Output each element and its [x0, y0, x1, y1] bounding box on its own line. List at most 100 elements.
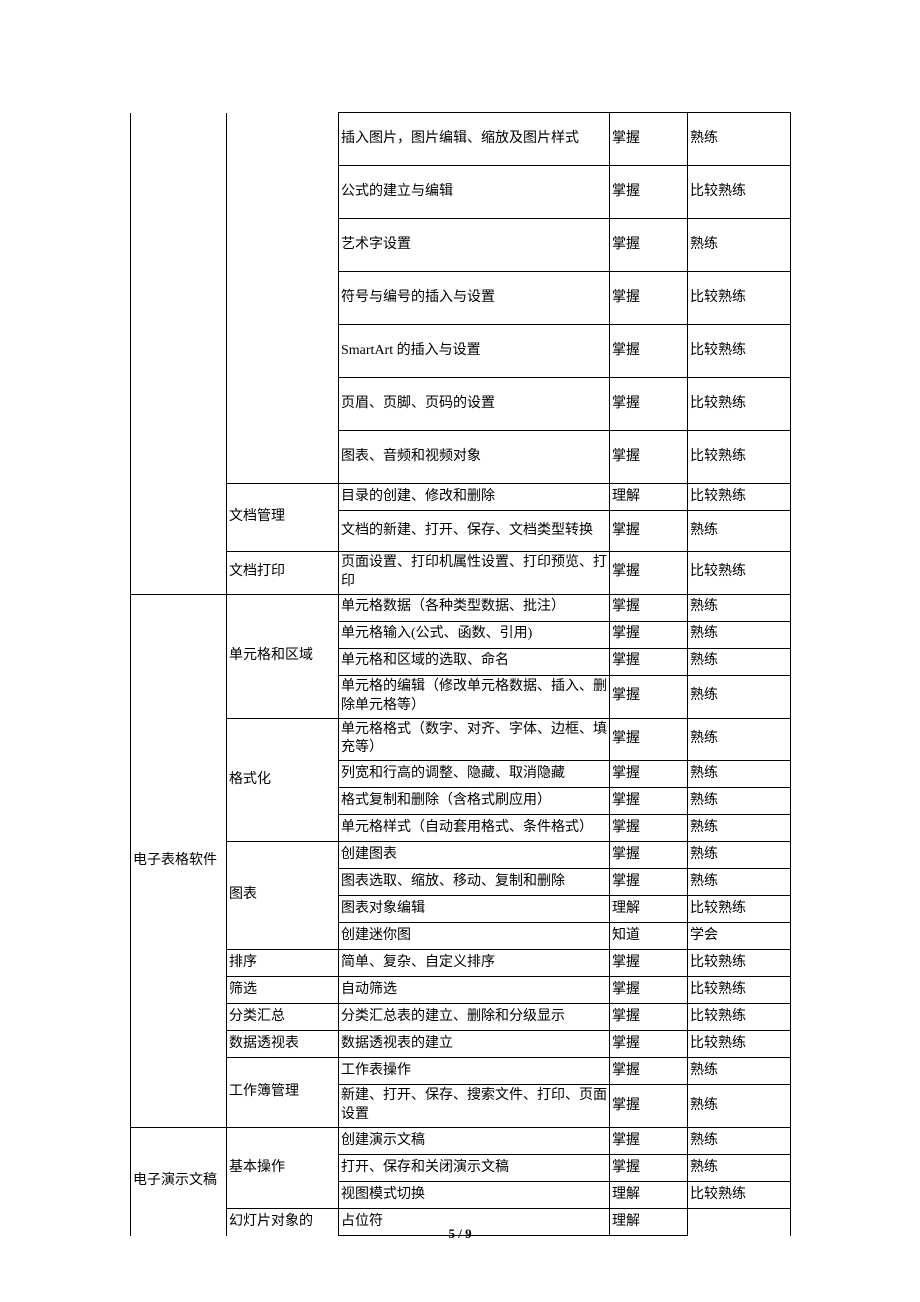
col-level: 熟练 — [688, 219, 791, 272]
col-content: 单元格格式（数字、对齐、字体、边框、填充等） — [339, 718, 610, 761]
col-level: 熟练 — [688, 1155, 791, 1182]
col-content: 简单、复杂、自定义排序 — [339, 950, 610, 977]
col-content: 新建、打开、保存、搜索文件、打印、页面设置 — [339, 1085, 610, 1128]
col-topic: 图表 — [227, 842, 339, 950]
col-level: 熟练 — [688, 869, 791, 896]
col-content: 列宽和行高的调整、隐藏、取消隐藏 — [339, 761, 610, 788]
col-requirement: 掌握 — [610, 325, 688, 378]
col-level: 学会 — [688, 923, 791, 950]
col-requirement: 掌握 — [610, 113, 688, 166]
table-row: 插入图片，图片编辑、缩放及图片样式掌握熟练 — [131, 113, 791, 166]
col-level: 熟练 — [688, 621, 791, 648]
table-row: 文档管理目录的创建、修改和删除理解比较熟练 — [131, 484, 791, 511]
col-topic: 文档管理 — [227, 484, 339, 552]
col-topic: 分类汇总 — [227, 1004, 339, 1031]
col-level: 比较熟练 — [688, 896, 791, 923]
col-topic: 基本操作 — [227, 1128, 339, 1209]
col-content: 单元格样式（自动套用格式、条件格式） — [339, 815, 610, 842]
col-content: SmartArt 的插入与设置 — [339, 325, 610, 378]
col-content: 格式复制和删除（含格式刷应用） — [339, 788, 610, 815]
col-requirement: 掌握 — [610, 621, 688, 648]
col-content: 图表、音频和视频对象 — [339, 431, 610, 484]
col-content: 符号与编号的插入与设置 — [339, 272, 610, 325]
col-requirement: 掌握 — [610, 675, 688, 718]
table-row: 电子表格软件单元格和区域单元格数据（各种类型数据、批注）掌握熟练 — [131, 594, 791, 621]
syllabus-table: 插入图片，图片编辑、缩放及图片样式掌握熟练公式的建立与编辑掌握比较熟练艺术字设置… — [130, 112, 791, 1236]
col-requirement: 掌握 — [610, 594, 688, 621]
col-requirement: 理解 — [610, 484, 688, 511]
col-content: 图表选取、缩放、移动、复制和删除 — [339, 869, 610, 896]
col-requirement: 掌握 — [610, 815, 688, 842]
table-row: 筛选自动筛选掌握比较熟练 — [131, 977, 791, 1004]
col-level: 比较熟练 — [688, 378, 791, 431]
col-level: 熟练 — [688, 788, 791, 815]
col-requirement: 掌握 — [610, 869, 688, 896]
col-level: 比较熟练 — [688, 1031, 791, 1058]
col-content: 文档的新建、打开、保存、文档类型转换 — [339, 511, 610, 552]
col-content: 视图模式切换 — [339, 1182, 610, 1209]
col-content: 插入图片，图片编辑、缩放及图片样式 — [339, 113, 610, 166]
col-requirement: 掌握 — [610, 272, 688, 325]
col-requirement: 掌握 — [610, 1058, 688, 1085]
col-content: 单元格和区域的选取、命名 — [339, 648, 610, 675]
col-module: 电子演示文稿 — [131, 1128, 227, 1236]
col-level: 熟练 — [688, 594, 791, 621]
col-content: 目录的创建、修改和删除 — [339, 484, 610, 511]
col-requirement: 掌握 — [610, 1004, 688, 1031]
col-level: 比较熟练 — [688, 1004, 791, 1031]
col-content: 单元格数据（各种类型数据、批注） — [339, 594, 610, 621]
col-level: 熟练 — [688, 1085, 791, 1128]
col-content: 公式的建立与编辑 — [339, 166, 610, 219]
col-level: 比较熟练 — [688, 1182, 791, 1209]
col-topic: 文档打印 — [227, 552, 339, 595]
col-level: 熟练 — [688, 113, 791, 166]
col-content: 单元格输入(公式、函数、引用) — [339, 621, 610, 648]
col-requirement: 掌握 — [610, 842, 688, 869]
col-level: 熟练 — [688, 718, 791, 761]
col-level: 比较熟练 — [688, 977, 791, 1004]
col-content: 创建图表 — [339, 842, 610, 869]
col-requirement: 掌握 — [610, 788, 688, 815]
table-row: 文档打印页面设置、打印机属性设置、打印预览、打印掌握比较熟练 — [131, 552, 791, 595]
col-level: 熟练 — [688, 511, 791, 552]
col-level: 熟练 — [688, 815, 791, 842]
col-requirement: 掌握 — [610, 552, 688, 595]
col-requirement: 掌握 — [610, 219, 688, 272]
col-requirement: 掌握 — [610, 166, 688, 219]
col-module — [131, 113, 227, 595]
col-requirement: 掌握 — [610, 1155, 688, 1182]
col-requirement: 知道 — [610, 923, 688, 950]
col-level: 比较熟练 — [688, 325, 791, 378]
col-content: 艺术字设置 — [339, 219, 610, 272]
col-topic: 数据透视表 — [227, 1031, 339, 1058]
col-level: 熟练 — [688, 842, 791, 869]
col-topic: 筛选 — [227, 977, 339, 1004]
col-requirement: 掌握 — [610, 1128, 688, 1155]
col-content: 页面设置、打印机属性设置、打印预览、打印 — [339, 552, 610, 595]
col-requirement: 理解 — [610, 896, 688, 923]
col-level: 比较熟练 — [688, 950, 791, 977]
col-level: 熟练 — [688, 761, 791, 788]
col-topic: 单元格和区域 — [227, 594, 339, 718]
col-requirement: 掌握 — [610, 1031, 688, 1058]
col-requirement: 理解 — [610, 1182, 688, 1209]
col-content: 图表对象编辑 — [339, 896, 610, 923]
table-row: 数据透视表数据透视表的建立掌握比较熟练 — [131, 1031, 791, 1058]
col-content: 页眉、页脚、页码的设置 — [339, 378, 610, 431]
col-requirement: 掌握 — [610, 511, 688, 552]
col-requirement: 掌握 — [610, 718, 688, 761]
col-topic: 排序 — [227, 950, 339, 977]
col-level: 熟练 — [688, 1058, 791, 1085]
col-content: 单元格的编辑（修改单元格数据、插入、删除单元格等） — [339, 675, 610, 718]
col-content: 数据透视表的建立 — [339, 1031, 610, 1058]
col-content: 工作表操作 — [339, 1058, 610, 1085]
col-requirement: 掌握 — [610, 950, 688, 977]
col-topic: 工作簿管理 — [227, 1058, 339, 1128]
col-content: 创建演示文稿 — [339, 1128, 610, 1155]
col-level: 比较熟练 — [688, 431, 791, 484]
col-level: 熟练 — [688, 648, 791, 675]
table-row: 图表创建图表掌握熟练 — [131, 842, 791, 869]
col-requirement: 掌握 — [610, 648, 688, 675]
col-level: 熟练 — [688, 1128, 791, 1155]
col-level: 熟练 — [688, 675, 791, 718]
